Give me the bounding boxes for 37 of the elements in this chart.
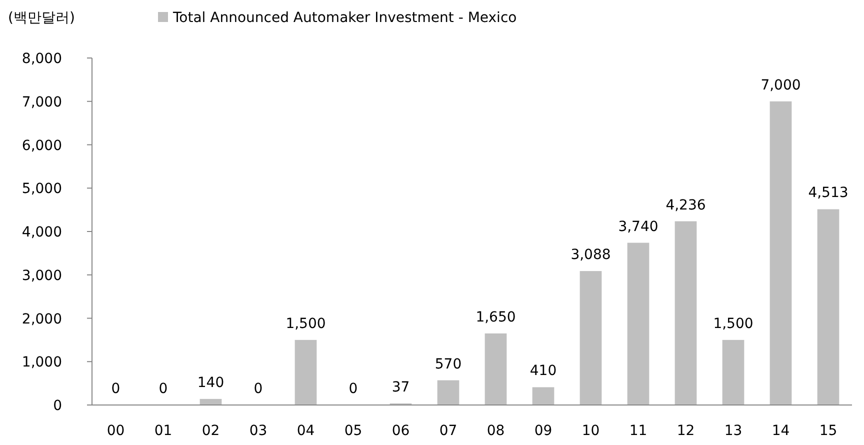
- x-tick-label: 02: [202, 423, 220, 439]
- x-tick-label: 09: [534, 423, 552, 439]
- y-tick-label: 1,000: [22, 354, 62, 371]
- x-tick-label: 06: [392, 423, 410, 439]
- legend-label: Total Announced Automaker Investment - Mexico: [172, 10, 517, 26]
- bar: [722, 340, 744, 405]
- x-tick-label: 07: [439, 423, 458, 439]
- y-tick-label: 4,000: [22, 224, 62, 240]
- x-tick-label: 04: [296, 423, 315, 439]
- y-tick-label: 8,000: [22, 51, 62, 67]
- x-tick-label: 14: [772, 423, 790, 439]
- bar: [294, 340, 317, 405]
- y-tick-label: 6,000: [22, 138, 62, 154]
- x-tick-label: 13: [724, 423, 742, 439]
- y-axis-title: (백만달러): [8, 10, 75, 26]
- y-tick-label: 7,000: [22, 94, 62, 110]
- x-tick-label: 08: [486, 423, 505, 439]
- x-tick-label: 12: [676, 423, 695, 439]
- bar: [770, 101, 792, 405]
- bar: [817, 209, 840, 405]
- x-tick-label: 00: [106, 423, 125, 439]
- x-tick-label: 11: [629, 423, 648, 439]
- bar: [532, 387, 554, 405]
- bar: [484, 333, 507, 405]
- x-tick-label: 03: [249, 423, 268, 439]
- x-tick-label: 10: [582, 423, 600, 439]
- x-tick-label: 01: [154, 423, 172, 439]
- bar: [674, 221, 697, 405]
- y-tick-label: 2,000: [22, 311, 62, 328]
- y-tick-label: 0: [53, 398, 62, 414]
- x-tick-label: 15: [819, 423, 838, 439]
- bar: [437, 380, 460, 405]
- bar: [627, 242, 650, 405]
- bar: [580, 271, 602, 405]
- x-tick-label: 05: [344, 423, 362, 439]
- y-tick-label: 3,000: [22, 268, 62, 284]
- y-tick-label: 5,000: [22, 181, 62, 198]
